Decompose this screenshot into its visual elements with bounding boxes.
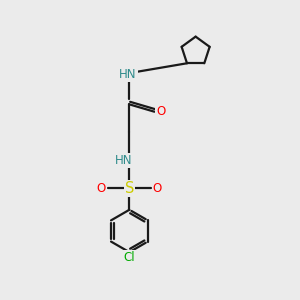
Text: O: O xyxy=(97,182,106,195)
Text: HN: HN xyxy=(119,68,137,81)
Text: S: S xyxy=(125,181,134,196)
Text: O: O xyxy=(153,182,162,195)
Text: O: O xyxy=(156,105,166,118)
Text: HN: HN xyxy=(115,154,133,167)
Text: Cl: Cl xyxy=(124,251,135,264)
